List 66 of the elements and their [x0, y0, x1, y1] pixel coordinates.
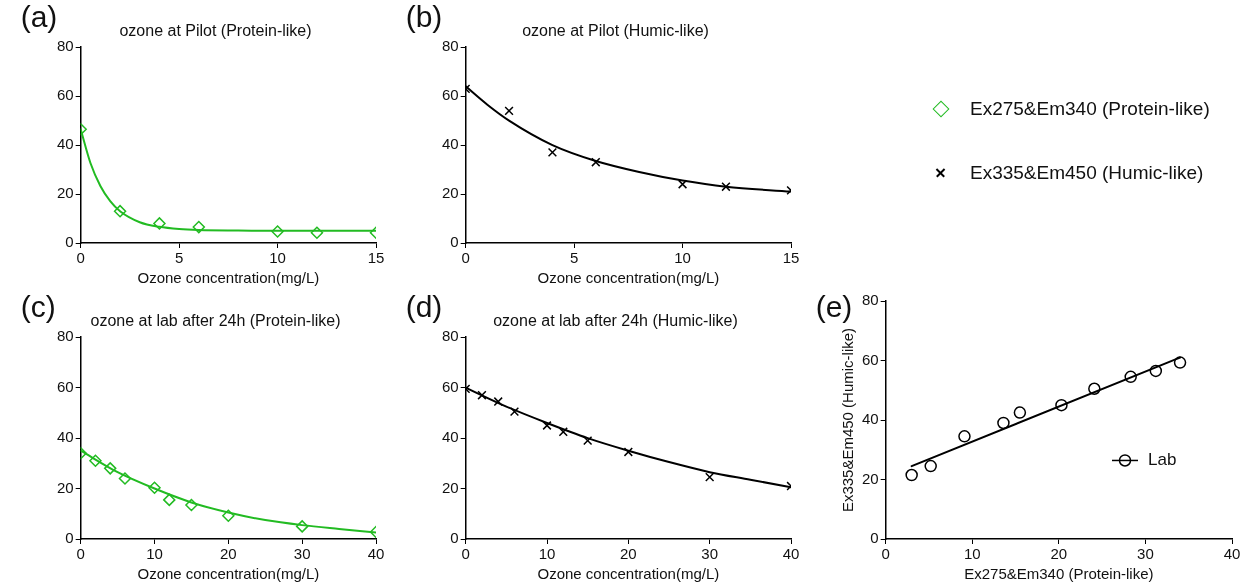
x-tick-label: 5: [174, 249, 184, 267]
text: (c): [20, 290, 56, 324]
y-tick-label: 60: [57, 377, 74, 395]
x-tick-label: 0: [881, 545, 890, 563]
y-tick-label: 20: [442, 184, 459, 202]
y-tick-label: 0: [870, 529, 879, 547]
x-tick-label: 40: [782, 545, 800, 563]
x-tick-label: 0: [76, 545, 85, 563]
text: (b): [405, 0, 443, 34]
x-tick-label: 15: [782, 249, 800, 267]
y-tick-label: 60: [57, 86, 74, 104]
text: (a): [20, 0, 58, 34]
x-axis-title: Ozone concentration(mg/L): [137, 269, 320, 287]
x-tick-label: 20: [1050, 545, 1068, 563]
y-tick-label: 20: [862, 469, 879, 487]
x-axis-title: Ex275&Em340 (Protein-like): [964, 565, 1154, 583]
y-tick-label: 40: [442, 135, 459, 153]
x-tick-label: 20: [220, 545, 237, 563]
chart-title: ozone at Pilot (Protein-like): [119, 22, 312, 40]
legend-label: Lab: [1148, 450, 1177, 470]
y-tick-label: 60: [442, 86, 459, 104]
x-tick-label: 0: [461, 249, 470, 267]
legend-label: Ex335&Em450 (Humic-like): [970, 162, 1204, 184]
y-tick-label: 80: [57, 37, 74, 55]
x-tick-label: 30: [701, 545, 719, 563]
x-tick-label: 30: [1137, 545, 1154, 563]
chart-title: ozone at lab after 24h (Humic-like): [493, 312, 738, 330]
x-tick-label: 0: [76, 249, 85, 267]
y-tick-label: 60: [862, 350, 879, 368]
x-axis-title: Ozone concentration(mg/L): [537, 269, 720, 287]
y-tick-label: 20: [57, 184, 74, 202]
chart-title: ozone at Pilot (Humic-like): [522, 22, 709, 40]
x-tick-label: 10: [963, 545, 981, 563]
y-tick-label: 80: [442, 37, 459, 55]
y-tick-label: 0: [65, 529, 74, 547]
y-tick-label: 0: [65, 233, 74, 251]
y-tick-label: 40: [57, 428, 74, 446]
x-tick-label: 10: [538, 545, 556, 563]
text: (e): [815, 290, 853, 324]
x-tick-label: 10: [674, 249, 691, 267]
x-tick-label: 15: [367, 249, 385, 267]
y-tick-label: 40: [862, 410, 879, 428]
y-tick-label: 60: [442, 377, 459, 395]
y-tick-label: 40: [57, 135, 74, 153]
x-tick-label: 20: [620, 545, 637, 563]
y-tick-label: 80: [862, 291, 879, 309]
y-tick-label: 0: [450, 233, 459, 251]
x-tick-label: 40: [1223, 545, 1241, 563]
y-axis-title: Ex335&Em450 (Humic-like): [839, 327, 857, 513]
y-tick-label: 20: [57, 478, 74, 496]
y-tick-label: 20: [442, 478, 459, 496]
x-tick-label: 5: [569, 249, 579, 267]
x-tick-label: 0: [461, 545, 470, 563]
y-tick-label: 0: [450, 529, 459, 547]
x-tick-label: 40: [367, 545, 385, 563]
x-tick-label: 10: [269, 249, 286, 267]
text: (d): [405, 290, 443, 324]
x-tick-label: 30: [293, 545, 311, 563]
x-tick-label: 10: [146, 545, 163, 563]
chart-title: ozone at lab after 24h (Protein-like): [90, 312, 341, 330]
y-tick-label: 40: [442, 428, 459, 446]
legend-label: Ex275&Em340 (Protein-like): [970, 98, 1210, 120]
y-tick-label: 80: [57, 327, 74, 345]
x-axis-title: Ozone concentration(mg/L): [537, 565, 720, 583]
y-tick-label: 80: [442, 327, 459, 345]
x-axis-title: Ozone concentration(mg/L): [137, 565, 320, 583]
